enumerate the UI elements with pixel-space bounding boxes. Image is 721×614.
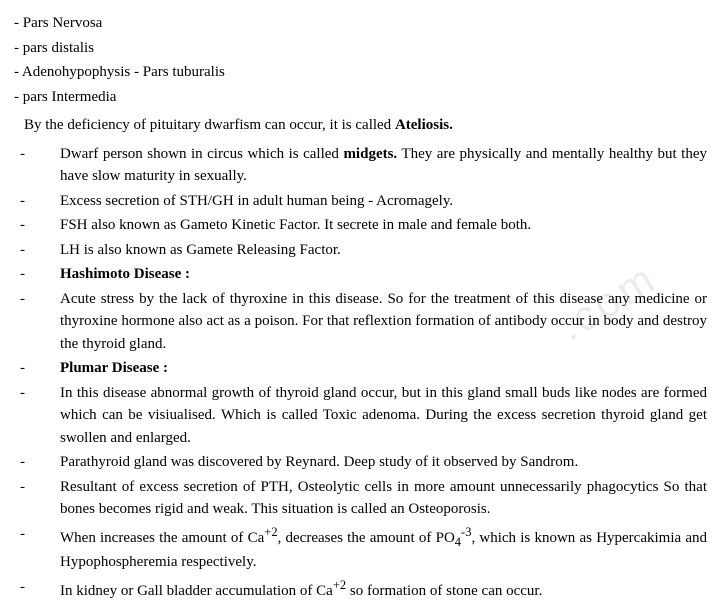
bullet-text: Dwarf person shown in circus which is ca… <box>60 143 707 188</box>
bullet-row: -Plumar Disease : <box>14 357 707 380</box>
bullet-row: -In this disease abnormal growth of thyr… <box>14 382 707 450</box>
bullet-dash: - <box>14 357 60 380</box>
bullet-text: Parathyroid gland was discovered by Reyn… <box>60 451 707 474</box>
bullet-text: In this disease abnormal growth of thyro… <box>60 382 707 450</box>
bullet-dash: - <box>14 576 60 603</box>
bullet-row: -LH is also known as Gamete Releasing Fa… <box>14 239 707 262</box>
intro-line: By the deficiency of pituitary dwarfism … <box>24 114 707 137</box>
bullet-dash: - <box>14 143 60 188</box>
bullet-text: Excess secretion of STH/GH in adult huma… <box>60 190 707 213</box>
bullet-row: -Dwarf person shown in circus which is c… <box>14 143 707 188</box>
bullet-text: Acute stress by the lack of thyroxine in… <box>60 288 707 356</box>
bullet-text: LH is also known as Gamete Releasing Fac… <box>60 239 707 262</box>
bullet-text: Hashimoto Disease : <box>60 263 707 286</box>
intro-text: By the deficiency of pituitary dwarfism … <box>24 117 395 133</box>
bullet-dash: - <box>14 190 60 213</box>
bullet-dash: - <box>14 214 60 237</box>
bullet-text: In kidney or Gall bladder accumulation o… <box>60 576 707 603</box>
bullet-dash: - <box>14 239 60 262</box>
bullet-text: Plumar Disease : <box>60 357 707 380</box>
top-line: - Pars Nervosa <box>14 12 707 35</box>
bullet-dash: - <box>14 288 60 356</box>
intro-bold: Ateliosis. <box>395 117 453 133</box>
bullet-list: -Dwarf person shown in circus which is c… <box>14 143 707 603</box>
bullet-dash: - <box>14 523 60 574</box>
top-line: - Adenohypophysis - Pars tuburalis <box>14 61 707 84</box>
bullet-dash: - <box>14 263 60 286</box>
bullet-dash: - <box>14 382 60 450</box>
bullet-text: Resultant of excess secretion of PTH, Os… <box>60 476 707 521</box>
bullet-row: -Hashimoto Disease : <box>14 263 707 286</box>
bullet-row: -Acute stress by the lack of thyroxine i… <box>14 288 707 356</box>
bullet-row: -When increases the amount of Ca+2, decr… <box>14 523 707 574</box>
bullet-row: -In kidney or Gall bladder accumulation … <box>14 576 707 603</box>
bullet-dash: - <box>14 451 60 474</box>
bullet-row: -Parathyroid gland was discovered by Rey… <box>14 451 707 474</box>
bullet-text: When increases the amount of Ca+2, decre… <box>60 523 707 574</box>
bullet-row: -Excess secretion of STH/GH in adult hum… <box>14 190 707 213</box>
top-line: - pars Intermedia <box>14 86 707 109</box>
bullet-text: FSH also known as Gameto Kinetic Factor.… <box>60 214 707 237</box>
bullet-row: -Resultant of excess secretion of PTH, O… <box>14 476 707 521</box>
bullet-row: -FSH also known as Gameto Kinetic Factor… <box>14 214 707 237</box>
top-line: - pars distalis <box>14 37 707 60</box>
bullet-dash: - <box>14 476 60 521</box>
